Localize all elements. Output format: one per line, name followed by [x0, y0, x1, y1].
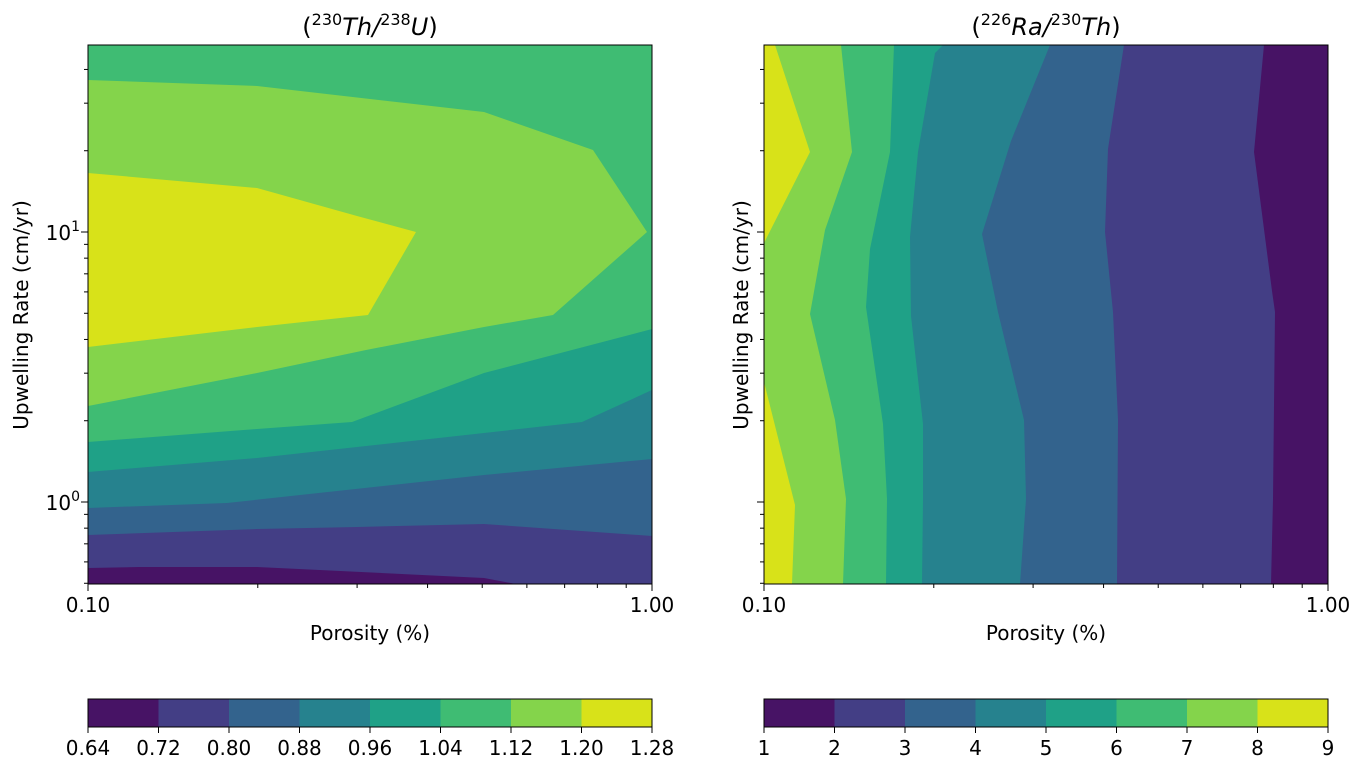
contour-band-7 — [88, 173, 416, 347]
colorbar-tick-label: 0.64 — [66, 736, 111, 760]
colorbar-tick-label: 1.04 — [418, 736, 463, 760]
colorbar-tick-label: 0.72 — [136, 736, 181, 760]
colorbar-tick-label: 0.80 — [207, 736, 252, 760]
left-x-axis-label: Porosity (%) — [310, 621, 430, 645]
axes-frame — [763, 44, 1329, 585]
colorbar-tick-label: 4 — [969, 736, 982, 760]
right-y-axis-label: Upwelling Rate (cm/yr) — [729, 200, 753, 430]
colorbar-swatch — [440, 699, 512, 727]
right-x-axis-label: Porosity (%) — [986, 621, 1106, 645]
colorbar-swatch — [905, 699, 976, 727]
colorbar-tick-label: 1.20 — [559, 736, 604, 760]
colorbar-swatch — [581, 699, 653, 727]
left-plot-title: (230Th/238U) — [302, 10, 437, 41]
colorbar-swatch — [511, 699, 582, 727]
colorbar-swatch — [834, 699, 906, 727]
left-colorbar: 0.64 0.72 0.80 0.88 0.96 1.04 1.12 1.20 1.28 — [66, 698, 675, 760]
colorbar-swatch — [370, 699, 441, 727]
colorbar-tick-label: 6 — [1110, 736, 1123, 760]
colorbar-tick-label: 0.88 — [277, 736, 322, 760]
colorbar-tick-label: 2 — [828, 736, 841, 760]
colorbar-tick-label: 9 — [1322, 736, 1335, 760]
left-contour-plot — [81, 44, 653, 591]
colorbar-swatch — [299, 699, 371, 727]
left-x-tick-label: 0.10 — [66, 593, 111, 617]
colorbar-swatch — [764, 699, 835, 727]
right-x-tick-label: 1.00 — [1306, 593, 1351, 617]
contour-band-7 — [764, 45, 810, 584]
left-y-tick-label: 101 — [46, 219, 80, 245]
colorbar-swatch — [1116, 699, 1188, 727]
colorbar-swatch — [975, 699, 1047, 727]
colorbar-tick-label: 5 — [1040, 736, 1053, 760]
colorbar-tick-label: 1.28 — [630, 736, 675, 760]
colorbar-tick-label: 3 — [899, 736, 912, 760]
colorbar-swatch — [158, 699, 230, 727]
colorbar-swatch — [1257, 699, 1329, 727]
left-y-axis-label: Upwelling Rate (cm/yr) — [9, 200, 33, 430]
colorbar-swatch — [1187, 699, 1258, 727]
right-colorbar: 1 2 3 4 5 6 7 8 9 — [758, 698, 1335, 760]
colorbar-swatch — [88, 699, 159, 727]
left-x-tick-label: 1.00 — [630, 593, 675, 617]
colorbar-tick-label: 0.96 — [348, 736, 393, 760]
left-y-tick-label: 100 — [46, 489, 80, 515]
colorbar-tick-label: 1 — [758, 736, 771, 760]
colorbar-swatch — [1046, 699, 1117, 727]
axes-frame — [87, 44, 653, 585]
colorbar-swatch — [229, 699, 300, 727]
colorbar-tick-label: 1.12 — [489, 736, 534, 760]
right-contour-plot — [757, 44, 1329, 591]
colorbar-tick-label: 7 — [1181, 736, 1194, 760]
colorbar-tick-label: 8 — [1251, 736, 1264, 760]
right-plot-title: (226Ra/230Th) — [971, 10, 1120, 41]
right-x-tick-label: 0.10 — [742, 593, 787, 617]
